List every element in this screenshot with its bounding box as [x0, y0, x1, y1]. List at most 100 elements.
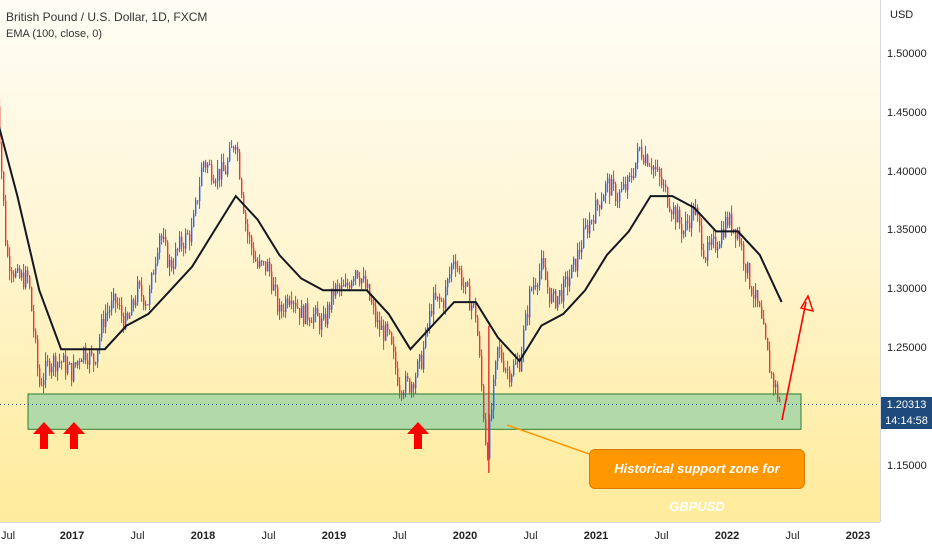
candle-body — [741, 244, 742, 245]
candle-body — [133, 300, 134, 306]
candle-body — [603, 196, 604, 201]
y-tick-label: 1.30000 — [887, 283, 927, 295]
candle-body — [307, 303, 308, 319]
candle-body — [323, 314, 324, 318]
candle-body — [71, 363, 72, 381]
candle-body — [571, 265, 572, 278]
indicator-legend[interactable]: EMA (100, close, 0) — [6, 28, 102, 40]
candle-body — [461, 270, 462, 286]
candle-body — [145, 304, 146, 305]
candle-body — [771, 373, 772, 374]
candle-body — [483, 386, 484, 418]
candle-body — [161, 235, 162, 238]
x-tick-label: 2021 — [584, 530, 608, 542]
candle-body — [155, 264, 156, 275]
candle-body — [651, 166, 652, 169]
candle-body — [139, 282, 140, 286]
candle-body — [755, 290, 756, 299]
candle-body — [5, 201, 6, 244]
candle-body — [329, 305, 330, 310]
support-zone-callout[interactable]: Historical support zone for GBPUSD — [589, 449, 805, 489]
candle-body — [7, 245, 8, 256]
candle-body — [345, 283, 346, 287]
candle-body — [419, 355, 420, 361]
candle-body — [201, 167, 202, 186]
candle-body — [655, 167, 656, 170]
candle-body — [47, 361, 48, 362]
candle-body — [463, 286, 464, 287]
candle-body — [163, 237, 164, 239]
x-tick-label: Jul — [654, 530, 668, 542]
candle-body — [309, 320, 310, 322]
candle-body — [311, 322, 312, 323]
candle-body — [389, 330, 390, 333]
candle-body — [573, 259, 574, 265]
candle-body — [679, 210, 680, 224]
candle-body — [313, 314, 314, 322]
candle-body — [121, 305, 122, 316]
candle-body — [127, 313, 128, 319]
x-tick-label: Jul — [261, 530, 275, 542]
candle-body — [621, 189, 622, 192]
candle-body — [239, 152, 240, 179]
price-axis[interactable] — [880, 0, 932, 522]
candle-body — [269, 262, 270, 272]
candle-body — [209, 164, 210, 165]
candle-body — [673, 207, 674, 214]
candle-body — [639, 147, 640, 148]
candle-body — [437, 297, 438, 299]
candle-body — [633, 176, 634, 178]
candle-body — [263, 261, 264, 262]
candle-body — [749, 263, 750, 287]
last-price-tag: 1.20313 14:14:58 — [881, 397, 932, 429]
candle-body — [649, 166, 650, 167]
candle-body — [453, 262, 454, 265]
candle-body — [255, 259, 256, 261]
candle-body — [41, 385, 42, 386]
candle-body — [165, 237, 166, 242]
candle-body — [609, 178, 610, 195]
candle-body — [563, 279, 564, 301]
candle-body — [501, 349, 502, 360]
candle-body — [135, 302, 136, 305]
chart-plot-area[interactable] — [0, 0, 880, 522]
candle-body — [341, 285, 342, 289]
candle-body — [613, 179, 614, 184]
candle-body — [187, 233, 188, 234]
candle-body — [595, 200, 596, 223]
x-tick-label: Jul — [392, 530, 406, 542]
candle-body — [513, 364, 514, 375]
chart-title[interactable]: British Pound / U.S. Dollar, 1D, FXCM — [6, 10, 207, 24]
candle-body — [493, 379, 494, 409]
candle-body — [701, 226, 702, 250]
candle-body — [511, 375, 512, 382]
x-tick-label: Jul — [523, 530, 537, 542]
candle-body — [769, 350, 770, 373]
support-zone — [28, 394, 801, 429]
candle-body — [273, 284, 274, 290]
candle-body — [339, 286, 340, 289]
candle-body — [557, 296, 558, 307]
candle-body — [217, 169, 218, 181]
candle-body — [759, 303, 760, 307]
candle-body — [131, 300, 132, 316]
candle-body — [631, 176, 632, 178]
candle-body — [423, 347, 424, 369]
candle-body — [543, 258, 544, 267]
candle-body — [675, 207, 676, 223]
candle-body — [661, 177, 662, 185]
candle-body — [405, 376, 406, 393]
candle-body — [497, 347, 498, 361]
candle-body — [545, 267, 546, 280]
candle-body — [541, 258, 542, 271]
candle-body — [347, 283, 348, 285]
candle-body — [383, 326, 384, 341]
candle-body — [751, 288, 752, 295]
x-tick-label: 2022 — [715, 530, 739, 542]
candle-body — [353, 279, 354, 282]
candle-body — [439, 297, 440, 301]
candle-body — [279, 305, 280, 312]
x-tick-label: 2020 — [453, 530, 477, 542]
candle-body — [761, 307, 762, 318]
candle-body — [351, 281, 352, 287]
